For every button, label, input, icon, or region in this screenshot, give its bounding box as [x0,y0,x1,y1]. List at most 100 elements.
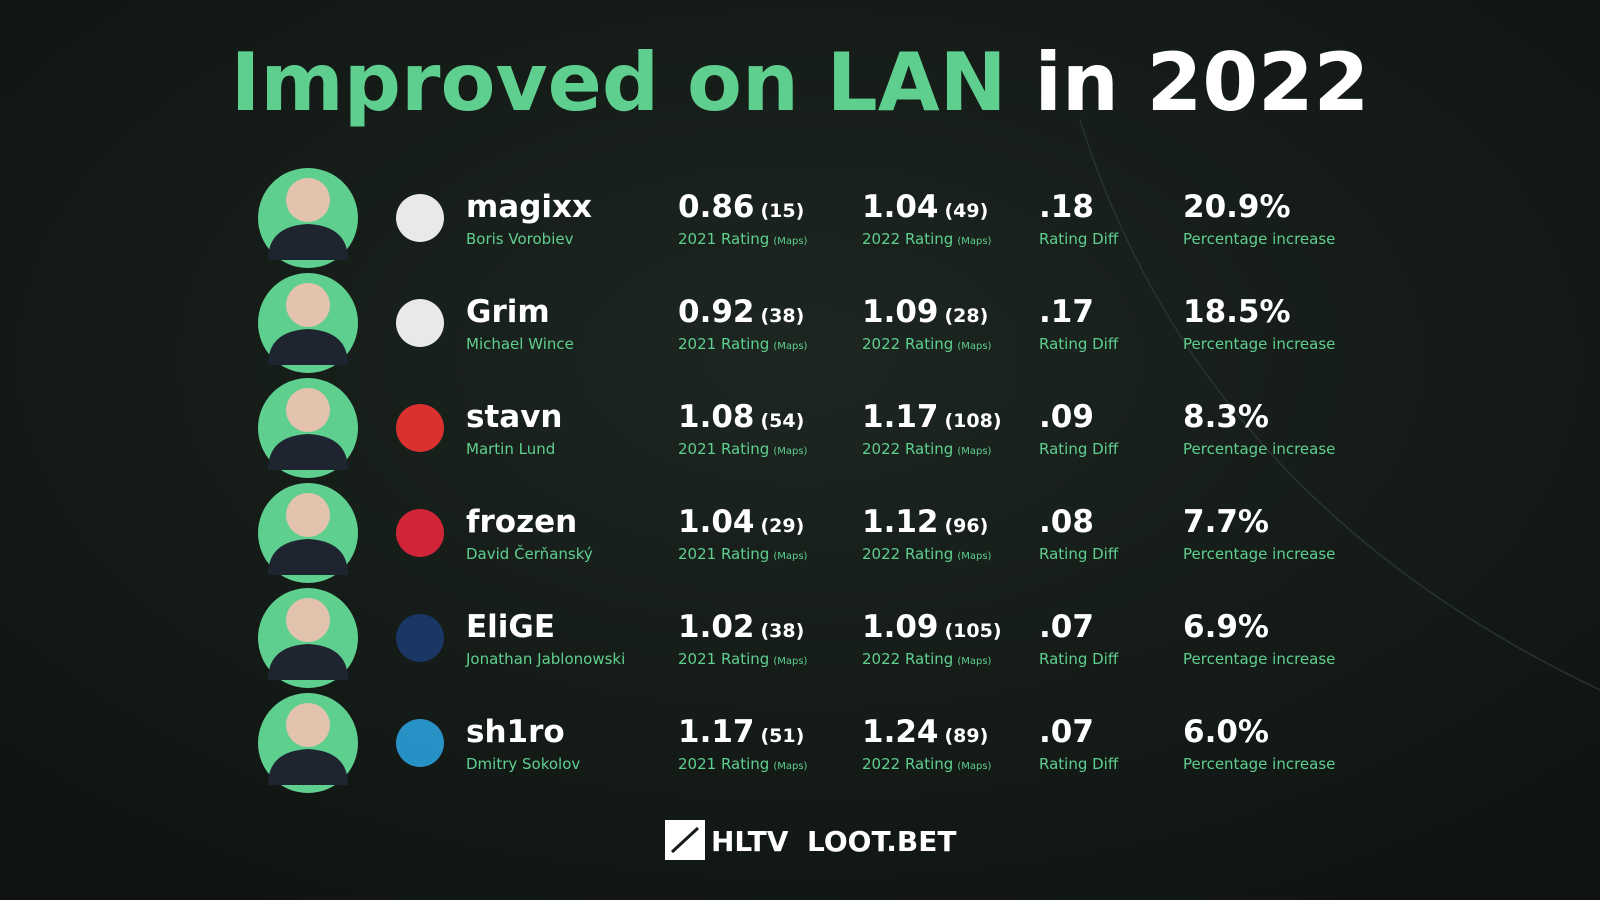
rating-2022-main: 1.04 [862,189,939,225]
player-nick-main: EliGE [466,609,555,645]
rating-2021-main: 0.92 [678,294,755,330]
player-name: Jonathan Jablonowski [465,650,625,668]
maps-label: (Maps) [773,236,807,247]
label: 2022 Rating [862,755,953,773]
rating-2021-label: 2021 Rating (Maps) [678,755,808,773]
player-name: Michael Wince [466,335,574,353]
percentage-label: Percentage increase [1183,230,1335,248]
title-highlight: Improved on LAN [231,36,1007,129]
rating-2021-extra: (38) [761,620,805,642]
rating-diff-label: Rating Diff [1039,545,1119,563]
rating-diff: .08 [1039,504,1094,540]
maps-label: (Maps) [957,551,991,562]
rating-diff: .07 [1039,714,1094,750]
rating-diff: .18 [1039,189,1094,225]
rating-diff-main: .08 [1039,504,1094,540]
percentage-label: Percentage increase [1183,545,1335,563]
avatar-body [268,224,348,260]
rating-diff-label: Rating Diff [1039,650,1119,668]
rating-2021-label: 2021 Rating (Maps) [678,650,808,668]
maps-label: (Maps) [957,761,991,772]
rating-2022-main: 1.09 [862,609,939,645]
maps-label: (Maps) [957,341,991,352]
rating-2021-label: 2021 Rating (Maps) [678,440,808,458]
rating-diff-label: Rating Diff [1039,335,1119,353]
rating-diff: .09 [1039,399,1094,435]
rating-2022-main: 1.24 [862,714,939,750]
avatar-head [286,388,330,432]
maps-label: (Maps) [773,341,807,352]
rating-2022-extra: (96) [945,515,989,537]
maps-label: (Maps) [773,656,807,667]
rating-2021-extra: (38) [761,305,805,327]
rating-diff-label: Rating Diff [1039,755,1119,773]
percentage-label: Percentage increase [1183,335,1335,353]
team-logo [396,404,444,452]
team-logo [396,614,444,662]
rating-2022-main: 1.12 [862,504,939,540]
team-logo [396,509,444,557]
maps-label: (Maps) [957,446,991,457]
rating-2022: 1.09 (28) [862,294,988,330]
avatar-body [268,644,348,680]
label: 2022 Rating [862,230,953,248]
player-nick: frozen [466,504,577,540]
player-nick-main: frozen [466,504,577,540]
team-logo [396,194,444,242]
avatar-head [286,178,330,222]
label: 2022 Rating [862,650,953,668]
rating-2021-extra: (54) [761,410,805,432]
percentage-label: Percentage increase [1183,440,1335,458]
player-name: Dmitry Sokolov [466,755,580,773]
percentage-main: 18.5% [1183,294,1291,330]
player-nick: stavn [466,399,562,435]
footer-lootbet: LOOT.BET [807,825,957,858]
rating-2021-label: 2021 Rating (Maps) [678,335,808,353]
rating-2022-label: 2022 Rating (Maps) [862,755,992,773]
percentage: 6.9% [1183,609,1269,645]
avatar-body [268,539,348,575]
rating-2021: 1.17 (51) [678,714,804,750]
rating-2022: 1.24 (89) [862,714,988,750]
rating-diff-main: .09 [1039,399,1094,435]
label: 2021 Rating [678,230,769,248]
rating-2021: 0.86 (15) [678,189,804,225]
rating-2022-main: 1.09 [862,294,939,330]
percentage: 20.9% [1183,189,1291,225]
avatar-head [286,493,330,537]
label: 2021 Rating [678,545,769,563]
maps-label: (Maps) [773,446,807,457]
team-logo [396,719,444,767]
rating-2022: 1.17 (108) [862,399,1002,435]
rating-2022: 1.04 (49) [862,189,988,225]
rating-2022-extra: (105) [945,620,1002,642]
rating-2021-main: 1.08 [678,399,755,435]
percentage-main: 6.0% [1183,714,1269,750]
footer: HLTV LOOT.BET [665,820,957,860]
percentage-label: Percentage increase [1183,650,1335,668]
rating-2022-label: 2022 Rating (Maps) [862,650,992,668]
rating-2021-label: 2021 Rating (Maps) [678,545,808,563]
footer-hltv: HLTV [711,825,789,858]
rating-diff-main: .17 [1039,294,1094,330]
maps-label: (Maps) [957,656,991,667]
avatar-body [268,434,348,470]
percentage-main: 8.3% [1183,399,1269,435]
rating-diff-label: Rating Diff [1039,230,1119,248]
percentage: 8.3% [1183,399,1269,435]
rating-2021-main: 1.02 [678,609,755,645]
hltv-icon-mark [670,826,700,854]
player-nick-main: sh1ro [466,714,565,750]
rating-2021-extra: (29) [761,515,805,537]
rating-diff-main: .07 [1039,714,1094,750]
rating-2022-label: 2022 Rating (Maps) [862,440,992,458]
maps-label: (Maps) [773,551,807,562]
rating-diff: .17 [1039,294,1094,330]
player-name: David Čerňanský [466,544,593,563]
rating-2022-extra: (28) [945,305,989,327]
label: 2022 Rating [862,335,953,353]
player-nick-main: stavn [466,399,562,435]
label: 2022 Rating [862,440,953,458]
percentage-main: 7.7% [1183,504,1269,540]
